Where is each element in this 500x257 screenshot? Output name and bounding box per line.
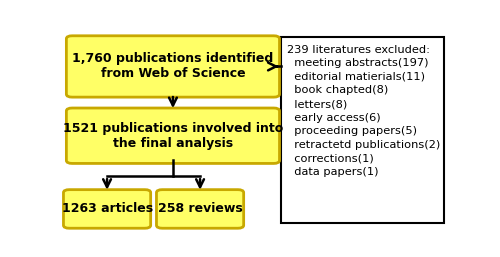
FancyBboxPatch shape: [66, 36, 280, 97]
FancyBboxPatch shape: [66, 108, 280, 163]
Text: 1521 publications involved into
the final analysis: 1521 publications involved into the fina…: [63, 122, 283, 150]
Text: 1,760 publications identified
from Web of Science: 1,760 publications identified from Web o…: [72, 52, 274, 80]
FancyBboxPatch shape: [156, 190, 244, 228]
Text: 239 literatures excluded:
  meeting abstracts(197)
  editorial matierials(11)
  : 239 literatures excluded: meeting abstra…: [287, 45, 440, 177]
Text: 258 reviews: 258 reviews: [158, 203, 242, 215]
FancyBboxPatch shape: [64, 190, 150, 228]
Text: 1263 articles: 1263 articles: [62, 203, 152, 215]
FancyBboxPatch shape: [282, 37, 444, 223]
